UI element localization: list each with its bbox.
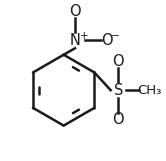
Text: −: − (111, 31, 119, 41)
Text: CH₃: CH₃ (137, 84, 161, 97)
Text: +: + (80, 31, 88, 41)
Text: O: O (113, 54, 124, 69)
Text: N: N (70, 33, 80, 48)
Text: S: S (114, 83, 123, 98)
Text: O: O (113, 112, 124, 127)
Text: O: O (69, 4, 81, 19)
Text: O: O (101, 33, 113, 48)
